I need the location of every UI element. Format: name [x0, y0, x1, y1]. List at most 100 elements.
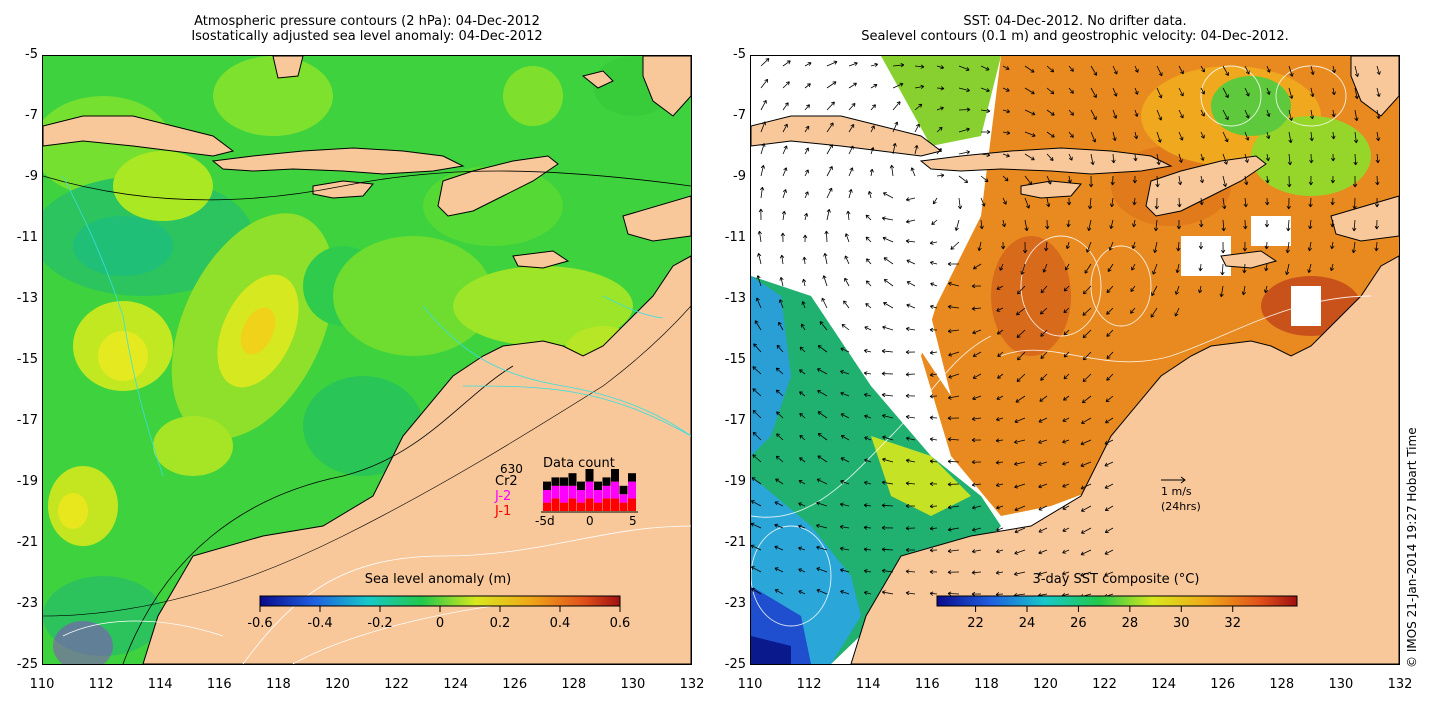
velocity-arrow: [929, 437, 938, 442]
velocity-arrow: [914, 103, 923, 111]
velocity-arrow: [947, 570, 960, 575]
velocity-arrow: [823, 252, 828, 265]
velocity-arrow: [1013, 461, 1026, 466]
data-count-title: Data count: [543, 456, 615, 471]
velocity-arrow: [1088, 175, 1094, 188]
velocity-arrow: [840, 457, 850, 463]
velocity-arrow: [1024, 153, 1035, 161]
velocity-arrow: [1375, 175, 1380, 186]
right-y-tick-label: -17: [724, 413, 746, 428]
velocity-arrow: [1087, 197, 1093, 210]
velocity-arrow: [1080, 505, 1092, 512]
velocity-arrow: [1133, 153, 1138, 162]
velocity-arrow: [1222, 87, 1229, 99]
velocity-arrow: [816, 588, 828, 595]
velocity-arrow: [1156, 153, 1161, 166]
velocity-arrow: [1087, 219, 1092, 232]
velocity-arrow: [751, 500, 762, 507]
velocity-arrow: [1015, 395, 1026, 403]
velocity-arrow: [892, 82, 904, 89]
left-map-svg: [43, 56, 691, 664]
velocity-arrow: [958, 87, 970, 93]
velocity-arrow: [881, 568, 894, 573]
velocity-arrow: [929, 260, 938, 266]
velocity-arrow: [947, 416, 960, 421]
velocity-arrow: [1176, 219, 1182, 230]
velocity-arrow: [776, 344, 784, 353]
velocity-arrow: [799, 346, 806, 353]
left-colorbar-tick-label: 0.6: [609, 616, 631, 631]
velocity-arrow: [1038, 461, 1048, 466]
velocity-arrow: [1024, 131, 1036, 138]
right-x-tick-label: 130: [1328, 677, 1354, 692]
velocity-arrow: [799, 369, 806, 375]
velocity-arrow: [846, 210, 851, 221]
velocity-arrow: [980, 65, 990, 71]
velocity-arrow: [870, 147, 875, 155]
velocity-arrow: [863, 569, 872, 574]
velocity-arrow: [774, 589, 784, 595]
velocity-arrow: [1174, 307, 1180, 317]
velocity-arrow: [1002, 109, 1011, 114]
velocity-arrow: [906, 259, 916, 265]
velocity-arrow: [778, 321, 784, 331]
velocity-arrow: [882, 236, 894, 243]
data-count-bar-j2: [560, 485, 568, 503]
velocity-arrow: [848, 145, 854, 155]
velocity-arrow: [972, 395, 982, 401]
velocity-arrow: [1153, 219, 1159, 232]
velocity-arrow: [1288, 87, 1294, 99]
velocity-arrow: [1062, 439, 1070, 444]
velocity-arrow: [826, 166, 833, 177]
velocity-arrow: [1132, 219, 1137, 228]
velocity-arrow: [905, 219, 916, 224]
velocity-arrow: [1200, 153, 1205, 161]
velocity-arrow: [1016, 307, 1026, 316]
velocity-arrow: [760, 121, 766, 133]
velocity-arrow: [1222, 175, 1228, 187]
velocity-arrow: [1352, 197, 1357, 210]
velocity-arrow: [774, 545, 784, 551]
left-y-tick-label: -13: [16, 291, 38, 306]
velocity-arrow: [863, 525, 872, 530]
velocity-arrow: [751, 588, 762, 595]
imos-credit: © IMOS 21-Jan-2014 19:27 Hobart Time: [1405, 427, 1419, 668]
velocity-arrow: [1040, 373, 1048, 381]
velocity-arrow: [882, 413, 894, 419]
left-y-tick-label: -9: [25, 169, 38, 184]
velocity-arrow: [1374, 197, 1380, 208]
velocity-arrow: [1242, 241, 1248, 252]
data-count-bar-j1: [602, 498, 611, 511]
velocity-arrow: [980, 87, 990, 93]
right-colorbar-tick-label: 22: [967, 616, 984, 631]
right-x-tick-label: 118: [973, 677, 999, 692]
data-count-bar-cr2: [628, 473, 636, 482]
velocity-arrow: [760, 143, 766, 155]
velocity-arrow: [1109, 197, 1115, 208]
velocity-arrow: [883, 302, 894, 309]
velocity-arrow: [1354, 87, 1359, 100]
velocity-arrow: [1024, 197, 1030, 209]
velocity-arrow: [881, 371, 894, 376]
velocity-arrow: [804, 191, 809, 199]
velocity-arrow: [1154, 197, 1159, 210]
velocity-arrow: [752, 454, 762, 463]
velocity-arrow: [757, 230, 762, 243]
velocity-arrow: [816, 478, 828, 485]
velocity-arrow: [821, 297, 828, 309]
velocity-arrow: [801, 301, 806, 309]
data-count-bar-j2: [611, 481, 619, 499]
velocity-arrow: [1287, 175, 1292, 188]
velocity-arrow: [1285, 263, 1290, 276]
velocity-arrow: [863, 503, 872, 508]
velocity-arrow: [1106, 373, 1114, 381]
velocity-arrow: [848, 189, 853, 199]
velocity-arrow: [801, 278, 807, 287]
velocity-arrow: [799, 457, 806, 463]
right-y-tick-label: -9: [733, 169, 746, 184]
velocity-arrow: [1329, 263, 1335, 272]
velocity-arrow: [980, 152, 991, 158]
velocity-arrow: [1068, 87, 1074, 94]
velocity-arrow: [905, 239, 916, 244]
velocity-arrow: [881, 547, 894, 552]
